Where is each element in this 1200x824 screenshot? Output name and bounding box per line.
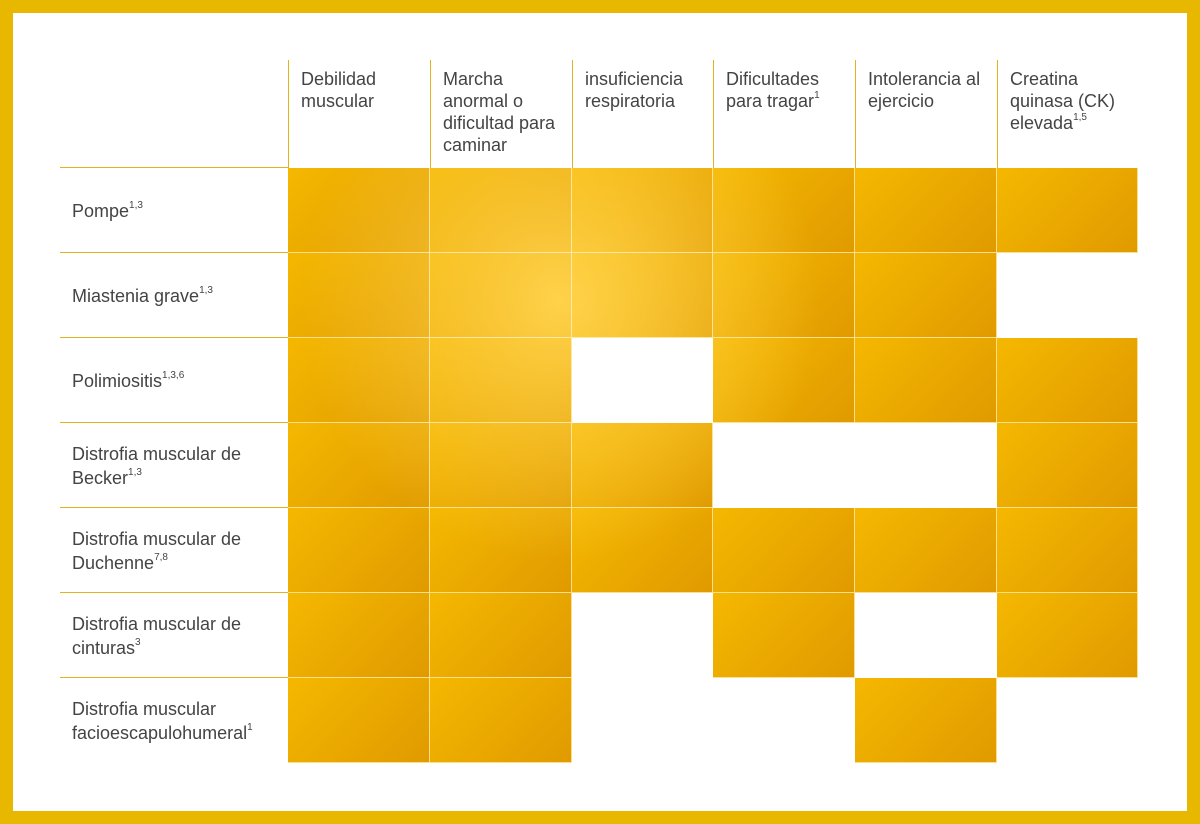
- symptom-present-cell: [430, 593, 572, 678]
- row-label: Distrofia muscular de cinturas3: [60, 593, 288, 678]
- symptom-present-cell: [997, 338, 1138, 423]
- row-divider: [60, 677, 288, 678]
- row-label-text: Polimiositis: [72, 370, 163, 391]
- row-divider: [60, 422, 288, 423]
- symptom-present-cell: [855, 168, 997, 253]
- row-label-reference: 7,8: [154, 551, 168, 563]
- row-label-text: Distrofia muscular facioescapulohumeral: [72, 698, 248, 743]
- column-header-reference: 1: [814, 90, 820, 101]
- row-divider: [60, 337, 288, 338]
- row-label-text-wrap: Distrofia muscular facioescapulohumeral1: [72, 697, 284, 745]
- row-divider: [60, 592, 288, 593]
- symptom-present-cell: [288, 253, 430, 338]
- row-label: Distrofia muscular de Becker1,3: [60, 423, 288, 508]
- row-label-text: Pompe: [72, 200, 130, 221]
- row-label-text: Distrofia muscular de cinturas: [72, 613, 242, 658]
- symptom-present-cell: [430, 253, 572, 338]
- symptom-present-cell: [713, 508, 855, 593]
- symptom-present-cell: [713, 253, 855, 338]
- symptom-present-cell: [997, 423, 1138, 508]
- row-label-reference: 1,3: [128, 466, 142, 478]
- symptom-present-cell: [430, 168, 572, 253]
- row-label-text-wrap: Polimiositis1,3,6: [72, 369, 184, 393]
- symptom-present-cell: [572, 423, 713, 508]
- row-label: Distrofia muscular facioescapulohumeral1: [60, 678, 288, 763]
- row-label: Pompe1,3: [60, 168, 288, 253]
- symptom-present-cell: [572, 253, 713, 338]
- symptom-present-cell: [430, 338, 572, 423]
- row-divider: [60, 507, 288, 508]
- row-label-reference: 1: [247, 721, 253, 733]
- header-divider: [60, 167, 288, 168]
- symptom-present-cell: [855, 678, 997, 763]
- column-header: Marcha anormal o dificultad para caminar: [430, 60, 571, 168]
- symptom-present-cell: [430, 423, 572, 508]
- row-label: Polimiositis1,3,6: [60, 338, 288, 423]
- column-header-label: Debilidad muscular: [301, 69, 377, 111]
- symptom-present-cell: [855, 253, 997, 338]
- column-header: Intolerancia al ejercicio: [855, 60, 996, 168]
- symptom-present-cell: [288, 678, 430, 763]
- symptom-present-cell: [572, 168, 713, 253]
- symptom-present-cell: [288, 593, 430, 678]
- row-label-reference: 1,3: [129, 199, 143, 211]
- symptom-present-cell: [997, 508, 1138, 593]
- column-header: insuficiencia respiratoria: [572, 60, 713, 168]
- symptom-present-cell: [288, 338, 430, 423]
- row-label-text-wrap: Distrofia muscular de Duchenne7,8: [72, 527, 284, 575]
- symptom-present-cell: [430, 678, 572, 763]
- symptom-present-cell: [288, 508, 430, 593]
- symptom-present-cell: [288, 168, 430, 253]
- symptom-present-cell: [430, 508, 572, 593]
- symptom-present-cell: [713, 593, 855, 678]
- row-label: Distrofia muscular de Duchenne7,8: [60, 508, 288, 593]
- row-label-reference: 3: [135, 636, 141, 648]
- symptom-present-cell: [855, 508, 997, 593]
- column-header-label: Dificultades para tragar: [726, 69, 820, 111]
- row-divider: [60, 252, 288, 253]
- row-label-text-wrap: Miastenia grave1,3: [72, 284, 213, 308]
- column-header-label: Intolerancia al ejercicio: [868, 69, 981, 111]
- row-label: Miastenia grave1,3: [60, 253, 288, 338]
- symptom-present-cell: [288, 423, 430, 508]
- symptom-present-cell: [855, 338, 997, 423]
- symptom-present-cell: [997, 168, 1138, 253]
- row-label-text-wrap: Distrofia muscular de cinturas3: [72, 612, 284, 660]
- row-label-text: Distrofia muscular de Becker: [72, 443, 242, 488]
- row-label-reference: 1,3: [199, 284, 213, 296]
- row-label-text: Distrofia muscular de Duchenne: [72, 528, 242, 573]
- column-header-label: Marcha anormal o dificultad para caminar: [443, 69, 556, 155]
- column-header: Creatina quinasa (CK) elevada1,5: [997, 60, 1138, 168]
- column-header: Debilidad muscular: [288, 60, 429, 168]
- column-header-label: insuficiencia respiratoria: [585, 69, 684, 111]
- symptom-present-cell: [572, 508, 713, 593]
- column-header-label: Creatina quinasa (CK) elevada: [1010, 69, 1116, 133]
- row-label-text-wrap: Pompe1,3: [72, 199, 143, 223]
- symptom-present-cell: [713, 168, 855, 253]
- column-header: Dificultades para tragar1: [713, 60, 854, 168]
- column-header-reference: 1,5: [1073, 112, 1087, 123]
- symptom-present-cell: [997, 593, 1138, 678]
- row-label-reference: 1,3,6: [162, 369, 185, 381]
- row-label-text: Miastenia grave: [72, 285, 200, 306]
- symptom-present-cell: [713, 338, 855, 423]
- row-label-text-wrap: Distrofia muscular de Becker1,3: [72, 442, 284, 490]
